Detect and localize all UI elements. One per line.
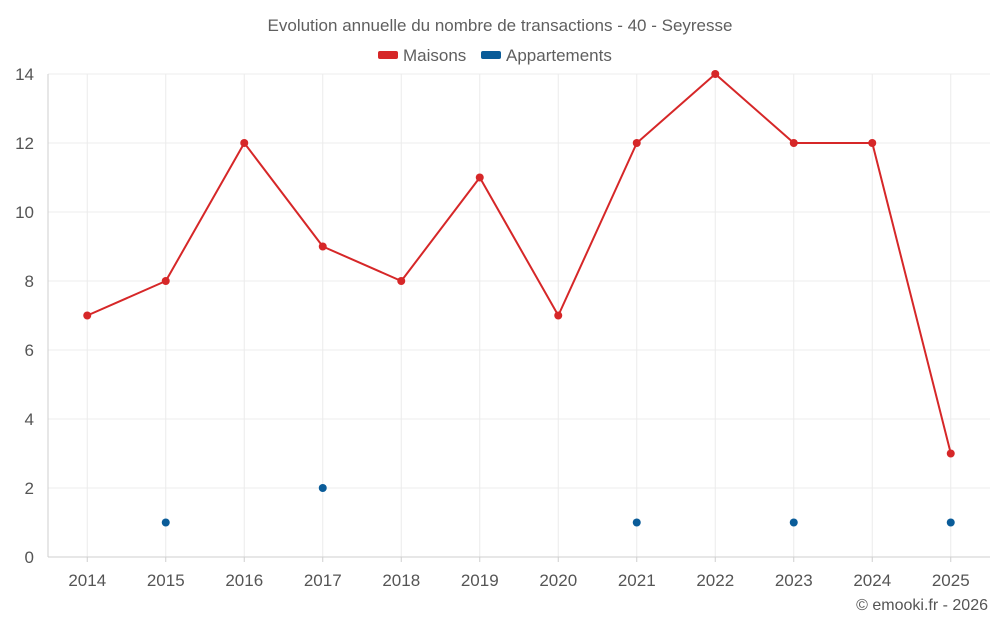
y-tick-label: 8 xyxy=(25,272,34,291)
legend-label-appartements[interactable]: Appartements xyxy=(506,46,612,65)
axes: 0 2 4 6 8 10 12 14 2014 2015 2016 2017 2018 2019 2020 2… xyxy=(15,65,990,590)
data-point-maisons[interactable] xyxy=(475,173,484,182)
y-tick-label: 0 xyxy=(25,548,34,567)
x-tick-label: 2018 xyxy=(382,571,420,590)
x-tick-label: 2025 xyxy=(932,571,970,590)
x-tick-label: 2014 xyxy=(68,571,106,590)
data-point-maisons[interactable] xyxy=(83,311,92,320)
grid xyxy=(48,73,990,557)
x-tick-label: 2023 xyxy=(775,571,813,590)
data-point-maisons[interactable] xyxy=(554,311,563,320)
chart-title: Evolution annuelle du nombre de transact… xyxy=(268,16,733,35)
data-point-maisons[interactable] xyxy=(397,277,406,285)
credit-text: © emooki.fr - 2026 xyxy=(856,597,988,614)
data-point-maisons[interactable] xyxy=(868,139,877,147)
data-point-appartements[interactable] xyxy=(632,518,641,527)
y-tick-label: 10 xyxy=(15,203,34,222)
y-tick-label: 2 xyxy=(25,479,34,498)
y-tick-label: 6 xyxy=(25,341,34,360)
data-point-maisons[interactable] xyxy=(240,139,249,147)
series-line-maisons xyxy=(86,73,952,454)
data-point-maisons[interactable] xyxy=(711,70,720,78)
x-tick-label: 2015 xyxy=(147,571,185,590)
x-tick-label: 2021 xyxy=(618,571,656,590)
legend: Maisons Appartements xyxy=(378,46,612,65)
x-tick-label: 2017 xyxy=(304,571,342,590)
data-point-appartements[interactable] xyxy=(946,518,955,527)
data-point-maisons[interactable] xyxy=(632,139,641,147)
x-tick-label: 2016 xyxy=(225,571,263,590)
x-tick-label: 2024 xyxy=(853,571,891,590)
data-point-maisons[interactable] xyxy=(946,449,955,458)
data-point-appartements[interactable] xyxy=(161,518,170,527)
x-tick-label: 2020 xyxy=(539,571,577,590)
data-point-maisons[interactable] xyxy=(161,277,170,285)
x-tick-label: 2022 xyxy=(696,571,734,590)
y-tick-label: 14 xyxy=(15,65,34,84)
data-point-maisons[interactable] xyxy=(318,242,327,251)
series-appartements xyxy=(161,484,955,527)
y-tick-label: 12 xyxy=(15,134,34,153)
data-point-appartements[interactable] xyxy=(789,518,798,527)
x-tick-label: 2019 xyxy=(461,571,499,590)
legend-swatch-appartements xyxy=(481,51,501,59)
legend-swatch-maisons xyxy=(378,51,398,59)
series-maisons xyxy=(83,70,955,458)
series xyxy=(83,70,955,527)
y-tick-label: 4 xyxy=(25,410,34,429)
data-point-maisons[interactable] xyxy=(789,139,798,147)
data-point-appartements[interactable] xyxy=(318,484,327,492)
legend-label-maisons[interactable]: Maisons xyxy=(403,46,466,65)
